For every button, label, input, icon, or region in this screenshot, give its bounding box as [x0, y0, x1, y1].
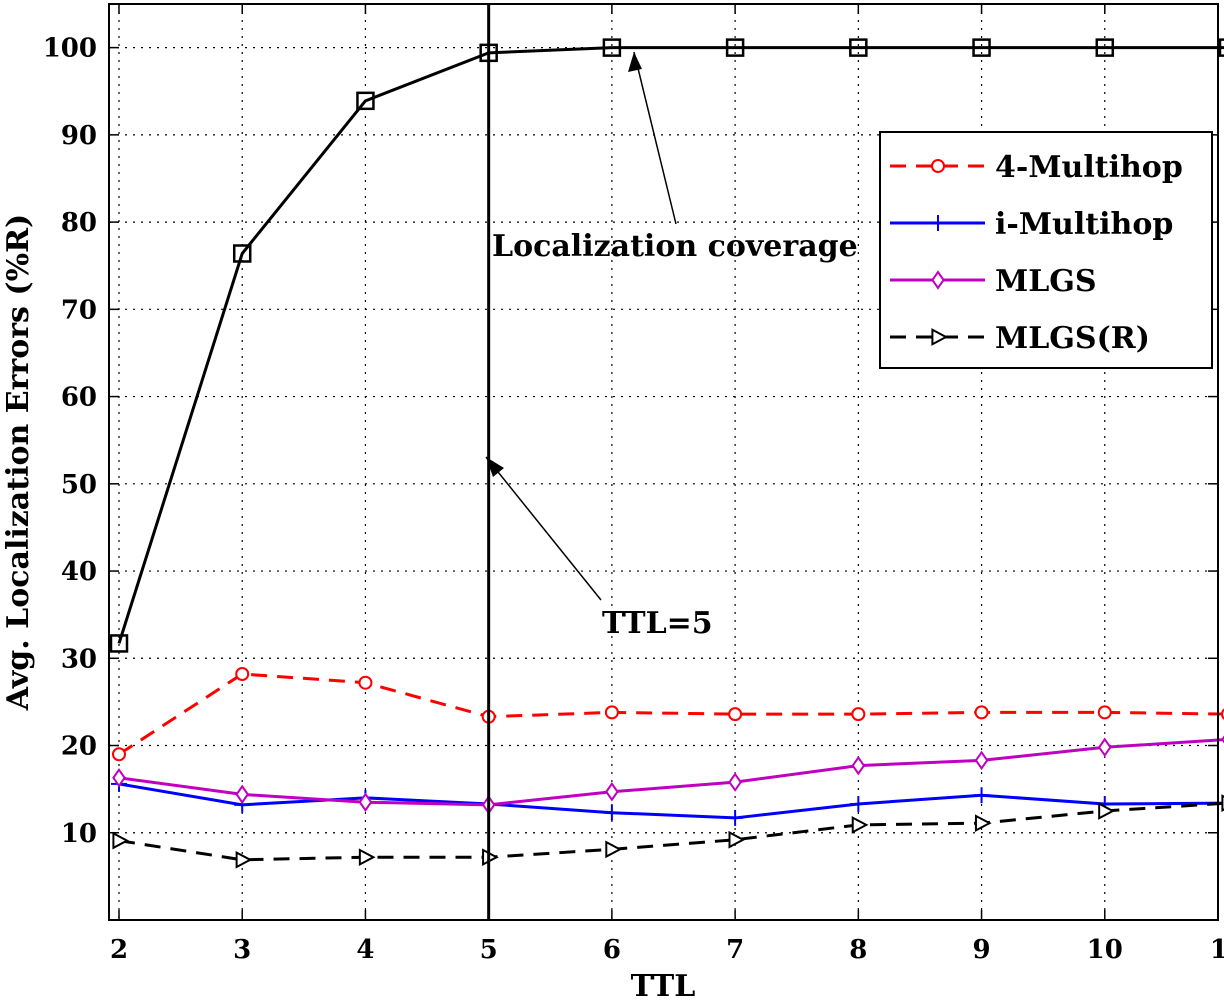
- data-point-mlgs-r: [605, 840, 623, 859]
- y-tick-label: 50: [61, 470, 97, 500]
- data-point-mlgs: [974, 750, 989, 771]
- data-point-localization-coverage: [602, 38, 622, 57]
- ttl-label: TTL=5: [602, 606, 713, 641]
- data-point-localization-coverage: [232, 244, 252, 263]
- data-point-mlgs: [235, 784, 250, 805]
- series-line-mlgs-r: [118, 801, 1224, 862]
- x-tick-label: 7: [726, 935, 744, 965]
- series-line-i-multihop: [118, 782, 1224, 820]
- data-point-localization-coverage: [849, 38, 868, 57]
- x-tick-label: 6: [603, 935, 621, 965]
- x-tick-label: 9: [973, 935, 991, 965]
- annotations: Localization coverage TTL=5: [485, 51, 858, 641]
- data-point-mlgs: [851, 755, 866, 776]
- data-point-mlgs-r: [235, 850, 253, 869]
- data-point-4-multihop: [728, 707, 743, 722]
- data-point-i-multihop: [973, 787, 990, 804]
- series-mlgs: [112, 735, 1224, 815]
- y-tick-label: 90: [61, 121, 97, 151]
- x-tick-label: 10: [1087, 935, 1123, 965]
- y-tick-label: 30: [61, 644, 97, 674]
- data-point-4-multihop: [235, 666, 250, 681]
- series-localization-coverage: [109, 38, 1224, 653]
- data-point-4-multihop: [358, 675, 373, 690]
- data-point-4-multihop: [1097, 705, 1112, 720]
- series-layer: [109, 38, 1224, 869]
- data-point-4-multihop: [974, 705, 989, 720]
- data-point-i-multihop: [727, 809, 744, 826]
- data-point-localization-coverage: [725, 38, 745, 57]
- data-point-mlgs-r: [974, 814, 992, 833]
- data-point-mlgs-r: [728, 830, 746, 849]
- x-tick-label: 5: [480, 935, 498, 965]
- data-point-4-multihop: [604, 705, 619, 720]
- y-tick-label: 20: [61, 732, 97, 762]
- legend-entry-mlgs-r: MLGS(R): [890, 321, 1150, 356]
- y-tick-label: 100: [43, 34, 97, 64]
- x-tick-label: 4: [356, 935, 374, 965]
- y-tick-label: 70: [61, 295, 97, 325]
- series-i-multihop: [111, 775, 1224, 826]
- y-tick-label: 10: [61, 819, 97, 849]
- y-tick-label: 60: [61, 383, 97, 413]
- data-point-mlgs: [358, 792, 373, 812]
- y-axis-label: Avg. Localization Errors (%R): [1, 214, 36, 711]
- x-tick-label: 8: [849, 935, 867, 965]
- data-point-mlgs-r: [358, 848, 376, 867]
- series-4-multihop: [112, 666, 1224, 762]
- series-line-4-multihop: [118, 672, 1224, 756]
- ttl-arrow-line: [485, 456, 602, 601]
- coverage-arrow-line: [633, 51, 677, 225]
- coverage-arrow-head: [628, 52, 642, 72]
- data-point-localization-coverage: [972, 38, 991, 57]
- legend-label: i-Multihop: [995, 207, 1173, 242]
- legend-entry-mlgs: MLGS: [890, 264, 1097, 299]
- legend-label: 4-Multihop: [995, 150, 1183, 185]
- x-axis-label: TTL: [631, 969, 696, 1000]
- data-point-localization-coverage: [356, 91, 375, 111]
- data-point-mlgs-r: [1098, 802, 1115, 820]
- coverage-label: Localization coverage: [492, 229, 858, 264]
- data-point-i-multihop: [603, 804, 620, 821]
- y-tick-label: 40: [61, 557, 97, 587]
- data-point-mlgs: [112, 768, 126, 788]
- legend-marker: [931, 328, 949, 346]
- legend-label: MLGS: [995, 264, 1097, 299]
- x-tick-label: 3: [233, 935, 251, 965]
- data-point-mlgs: [605, 782, 619, 802]
- data-point-localization-coverage: [109, 634, 129, 653]
- data-point-i-multihop: [850, 795, 867, 812]
- data-point-4-multihop: [112, 747, 126, 762]
- ttl-arrow-head: [486, 457, 504, 477]
- legend-entry-4-multihop: 4-Multihop: [890, 150, 1183, 185]
- legend-entry-i-multihop: i-Multihop: [890, 207, 1173, 242]
- series-line-mlgs: [118, 738, 1224, 807]
- data-point-mlgs: [1097, 737, 1112, 758]
- plot-frame: [108, 3, 1219, 921]
- legend: 4-Multihop i-Multihop MLGS MLGS(R): [879, 131, 1213, 369]
- series-mlgs-r: [112, 794, 1224, 869]
- data-point-localization-coverage: [1218, 38, 1224, 57]
- axis-ticks: [109, 4, 1218, 920]
- series-line-localization-coverage: [117, 46, 1224, 644]
- data-point-4-multihop: [851, 707, 866, 722]
- data-point-mlgs-r: [851, 816, 869, 834]
- legend-marker: [931, 270, 945, 290]
- data-point-localization-coverage: [1095, 38, 1115, 57]
- x-tick-label: 11: [1210, 935, 1224, 965]
- tick-labels: 2 3 4 5 6 7 8 9 10 11 10 20 30 40 50 60 70 80 90 100: [43, 34, 1224, 965]
- data-point-mlgs: [728, 772, 742, 792]
- y-tick-label: 80: [61, 208, 97, 238]
- legend-marker: [930, 215, 946, 231]
- data-point-mlgs-r: [112, 831, 130, 850]
- legend-marker: [931, 159, 945, 173]
- legend-label: MLGS(R): [995, 321, 1150, 356]
- x-tick-label: 2: [110, 935, 128, 965]
